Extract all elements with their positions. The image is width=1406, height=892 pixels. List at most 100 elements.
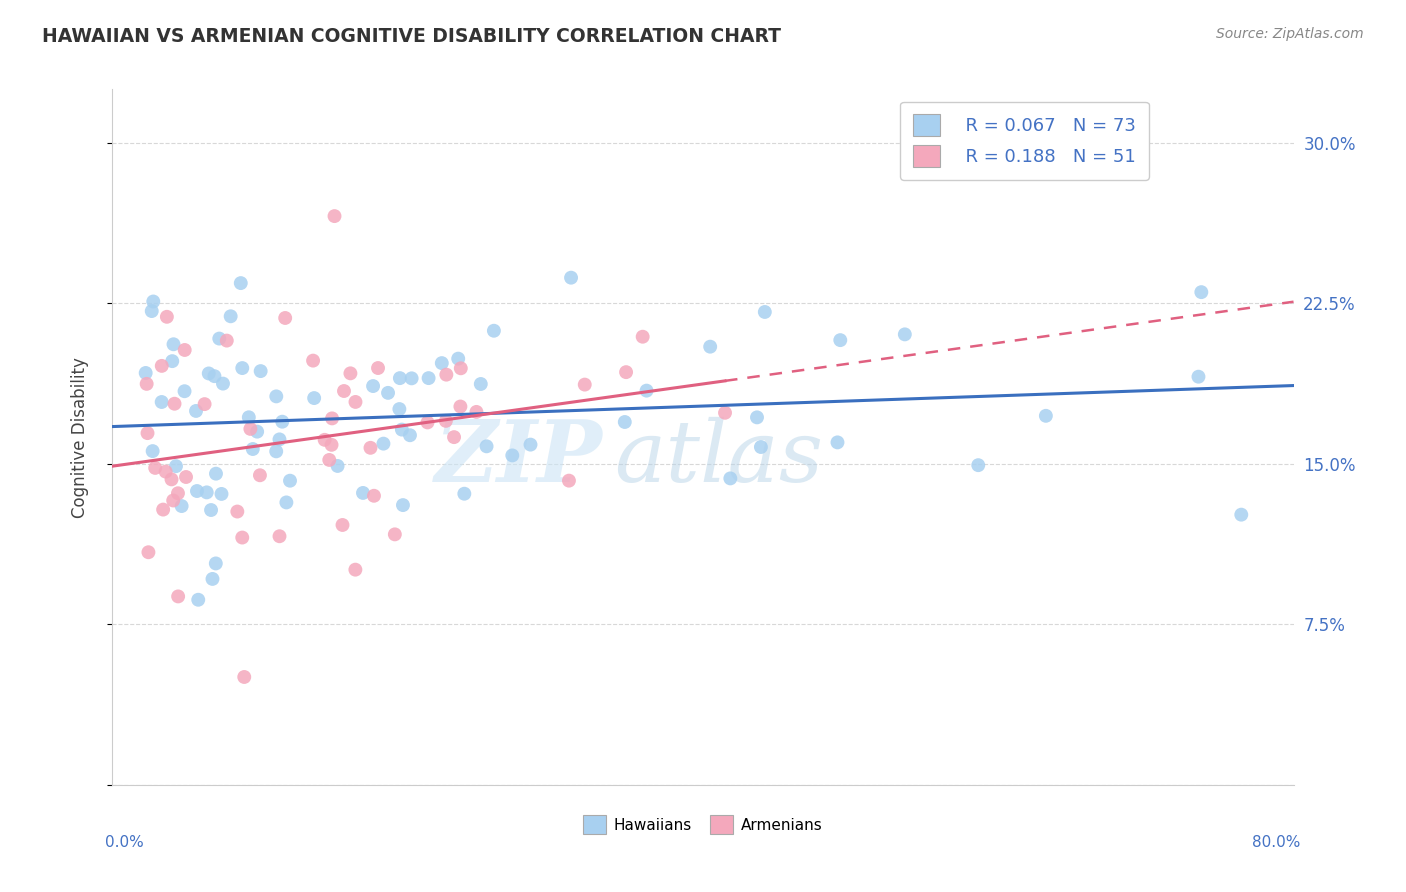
Point <box>332 518 354 533</box>
Point <box>264 444 287 458</box>
Point <box>450 361 472 376</box>
Text: HAWAIIAN VS ARMENIAN COGNITIVE DISABILITY CORRELATION CHART: HAWAIIAN VS ARMENIAN COGNITIVE DISABILIT… <box>42 27 782 45</box>
Point <box>173 384 195 399</box>
Point <box>238 410 260 425</box>
Point <box>447 351 470 366</box>
Point <box>278 474 301 488</box>
Point <box>377 385 399 400</box>
Point <box>1230 508 1253 522</box>
Point <box>384 527 406 541</box>
Point <box>242 442 264 456</box>
Point <box>211 487 233 501</box>
Point <box>186 483 208 498</box>
Point <box>204 557 226 571</box>
Point <box>249 468 271 483</box>
Point <box>699 340 721 354</box>
Point <box>170 499 193 513</box>
Point <box>574 377 596 392</box>
Point <box>465 405 488 419</box>
Point <box>714 406 737 420</box>
Point <box>827 435 849 450</box>
Point <box>631 329 654 343</box>
Point <box>135 366 157 380</box>
Point <box>475 439 498 453</box>
Point <box>449 400 471 414</box>
Point <box>231 361 253 376</box>
Point <box>636 384 658 398</box>
Point <box>363 489 385 503</box>
Point <box>231 531 253 545</box>
Point <box>174 470 197 484</box>
Point <box>208 332 231 346</box>
Point <box>373 436 395 450</box>
Point <box>141 304 163 318</box>
Point <box>321 438 343 452</box>
Point <box>754 305 776 319</box>
Text: 0.0%: 0.0% <box>105 836 145 850</box>
Point <box>392 498 415 512</box>
Point <box>215 334 238 348</box>
Point <box>613 415 636 429</box>
Point <box>165 459 187 474</box>
Text: Source: ZipAtlas.com: Source: ZipAtlas.com <box>1216 27 1364 41</box>
Point <box>367 361 389 376</box>
Point <box>162 493 184 508</box>
Point <box>187 592 209 607</box>
Point <box>339 367 361 381</box>
Point <box>418 371 440 385</box>
Point <box>333 384 356 398</box>
Point <box>271 415 294 429</box>
Point <box>326 458 349 473</box>
Point <box>344 563 367 577</box>
Point <box>204 369 226 384</box>
Point <box>443 430 465 444</box>
Point <box>361 379 384 393</box>
Point <box>195 485 218 500</box>
Point <box>560 270 582 285</box>
Point <box>152 502 174 516</box>
Point <box>167 590 190 604</box>
Point <box>1035 409 1057 423</box>
Point <box>430 356 453 370</box>
Point <box>314 433 336 447</box>
Point <box>1187 369 1209 384</box>
Point <box>194 397 217 411</box>
Point <box>155 465 177 479</box>
Point <box>388 371 411 385</box>
Point <box>360 441 382 455</box>
Point <box>142 444 165 458</box>
Point <box>233 670 256 684</box>
Point <box>344 395 367 409</box>
Point <box>229 276 252 290</box>
Point <box>156 310 179 324</box>
Point <box>453 486 475 500</box>
Point <box>302 353 325 368</box>
Point <box>434 414 457 428</box>
Point <box>150 359 173 373</box>
Text: atlas: atlas <box>614 417 824 500</box>
Point <box>894 327 917 342</box>
Point <box>269 433 291 447</box>
Point <box>749 440 772 454</box>
Point <box>162 337 184 351</box>
Point <box>135 376 157 391</box>
Point <box>162 354 184 368</box>
Point <box>201 572 224 586</box>
Point <box>266 389 288 403</box>
Point <box>416 416 439 430</box>
Point <box>269 529 291 543</box>
Point <box>318 453 340 467</box>
Point <box>205 467 228 481</box>
Y-axis label: Cognitive Disability: Cognitive Disability <box>70 357 89 517</box>
Point <box>226 504 249 518</box>
Point <box>274 310 297 325</box>
Point <box>830 333 852 347</box>
Point <box>138 545 160 559</box>
Point <box>745 410 768 425</box>
Text: 80.0%: 80.0% <box>1253 836 1301 850</box>
Point <box>1189 285 1212 300</box>
Point <box>276 495 298 509</box>
Point <box>718 471 741 485</box>
Point <box>249 364 271 378</box>
Point <box>246 425 269 439</box>
